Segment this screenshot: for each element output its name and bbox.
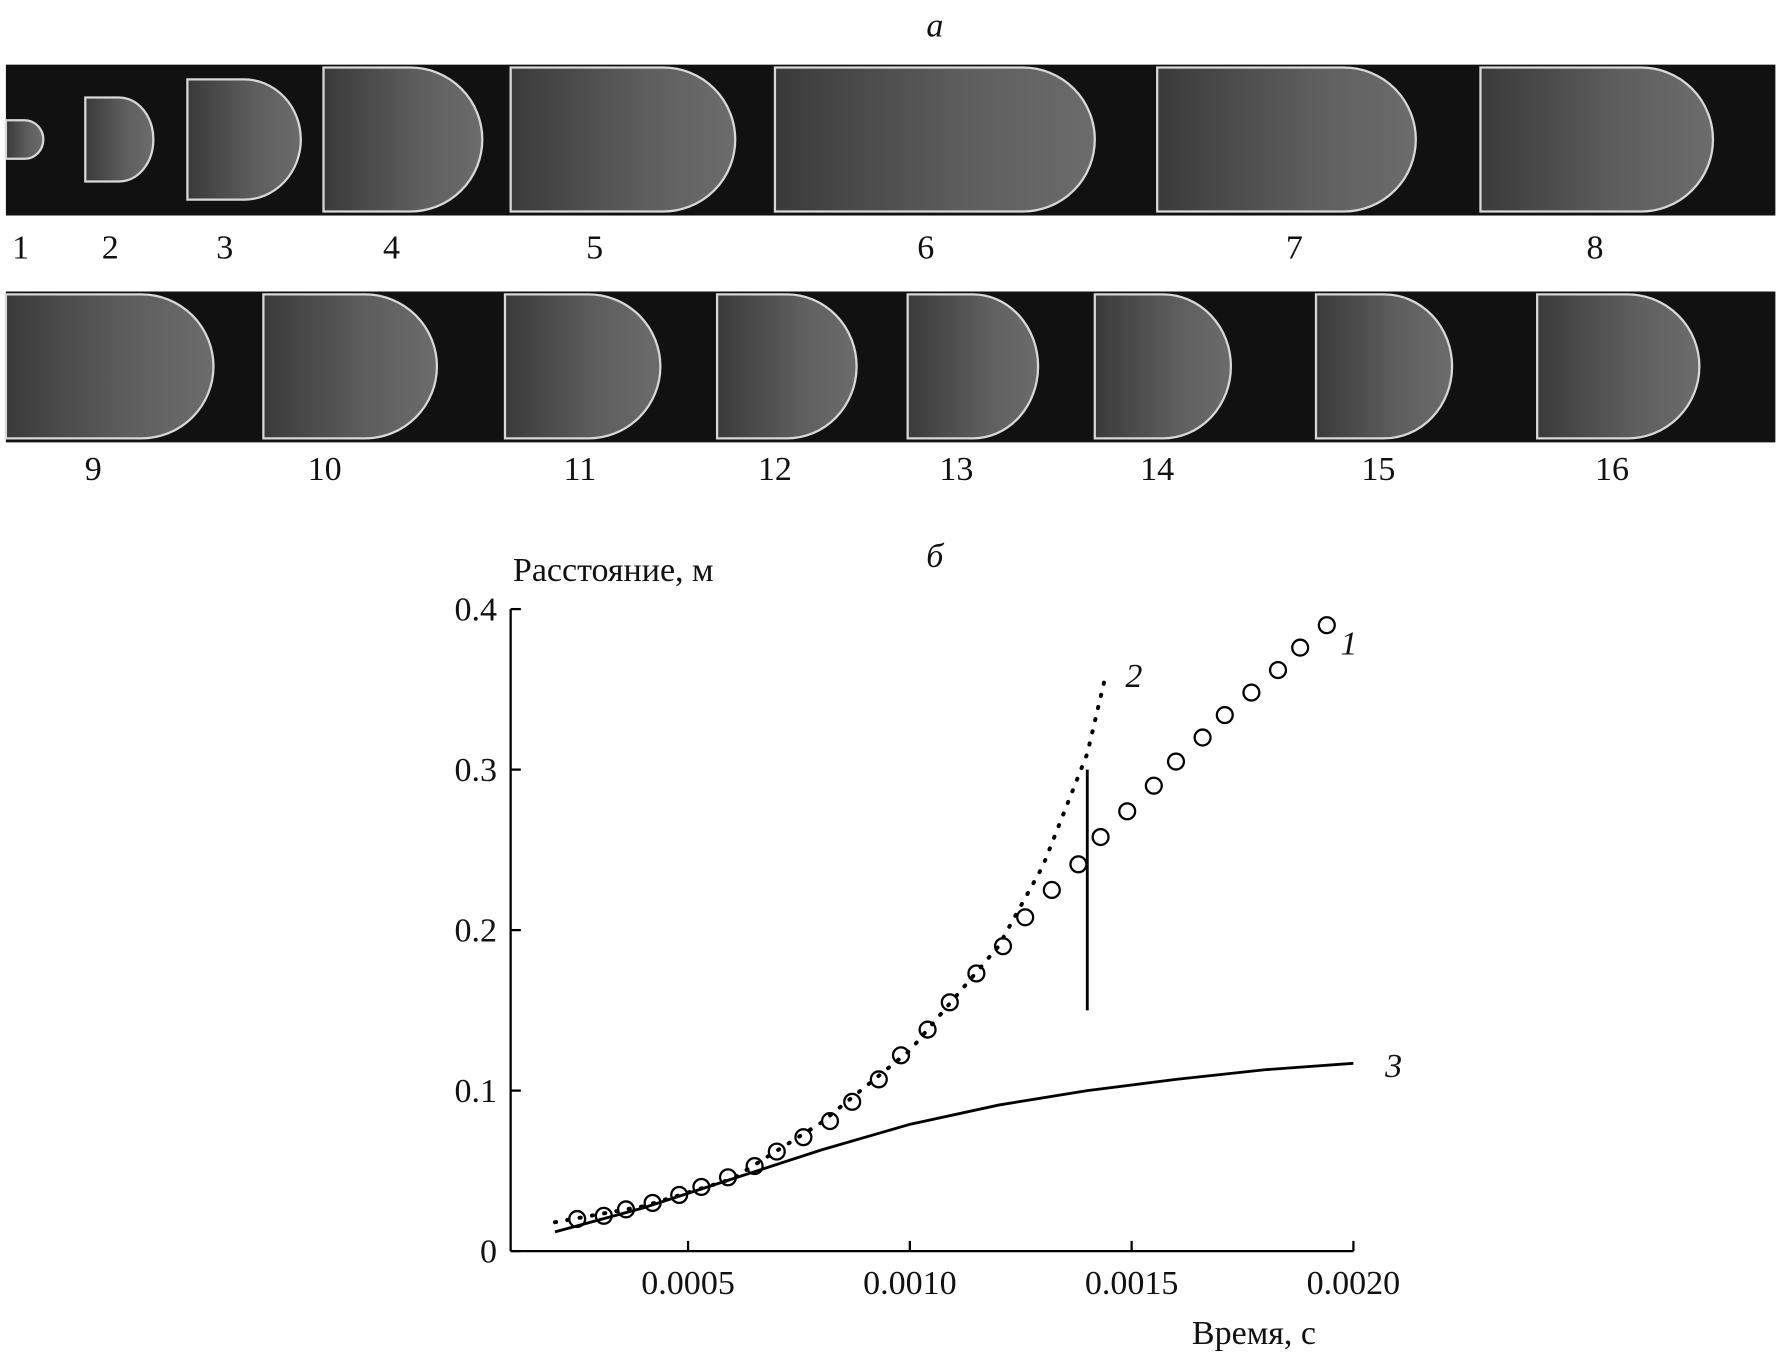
data-point bbox=[1268, 661, 1288, 680]
data-point bbox=[1144, 776, 1163, 795]
frame-number: 12 bbox=[758, 451, 792, 488]
data-point bbox=[843, 1092, 862, 1111]
frame-shape bbox=[906, 293, 1040, 440]
data-point bbox=[1166, 752, 1186, 771]
frame-number: 13 bbox=[939, 451, 973, 488]
frame-number: 7 bbox=[1286, 230, 1303, 267]
panel-label: б bbox=[926, 538, 945, 575]
frame-shape bbox=[503, 293, 662, 440]
y-tick-label: 0.4 bbox=[455, 591, 498, 628]
frame-shape bbox=[773, 66, 1096, 213]
frame-number: 9 bbox=[85, 451, 102, 488]
data-point bbox=[1069, 855, 1088, 874]
data-point bbox=[1242, 683, 1261, 702]
frame-number: 2 bbox=[102, 230, 119, 267]
data-point bbox=[869, 1070, 888, 1089]
frame-shape bbox=[1093, 293, 1233, 440]
frame-number: 10 bbox=[308, 451, 342, 488]
panel-label: а bbox=[926, 7, 943, 44]
y-axis-label: Расстояние, м bbox=[513, 552, 714, 589]
frame-shape bbox=[715, 293, 858, 440]
frame-shape bbox=[262, 293, 439, 440]
frame-shape bbox=[1156, 66, 1417, 213]
data-point bbox=[1317, 616, 1336, 635]
y-tick-label: 0.1 bbox=[455, 1073, 498, 1110]
frame-shape bbox=[186, 78, 302, 201]
frame-shape bbox=[84, 96, 155, 183]
data-point bbox=[794, 1128, 813, 1147]
frame-number: 11 bbox=[563, 451, 596, 488]
frame-number: 15 bbox=[1361, 451, 1395, 488]
x-tick-label: 0.0005 bbox=[641, 1265, 735, 1302]
x-tick-label: 0.0020 bbox=[1307, 1265, 1401, 1302]
x-axis-label: Время, с bbox=[1192, 1315, 1316, 1352]
data-point bbox=[767, 1142, 786, 1161]
data-point bbox=[1215, 705, 1234, 725]
frame-number: 3 bbox=[216, 230, 233, 267]
frame-shape bbox=[1479, 66, 1715, 213]
frame-number: 8 bbox=[1587, 230, 1604, 267]
y-tick-label: 0.2 bbox=[455, 912, 498, 949]
frame-shape bbox=[4, 293, 215, 440]
x-tick-label: 0.0015 bbox=[1085, 1265, 1179, 1302]
data-point bbox=[1118, 802, 1137, 821]
series-label: 3 bbox=[1384, 1048, 1402, 1085]
data-point bbox=[940, 993, 959, 1012]
series-line bbox=[554, 1061, 1354, 1234]
data-point bbox=[1091, 827, 1110, 847]
frame-number: 4 bbox=[383, 230, 400, 267]
data-point bbox=[1291, 638, 1310, 657]
y-tick-label: 0.3 bbox=[455, 752, 498, 789]
series-line bbox=[553, 676, 1108, 1225]
frame-number: 16 bbox=[1595, 451, 1629, 488]
frame-shape bbox=[1536, 293, 1701, 440]
data-point bbox=[891, 1046, 911, 1065]
series-label: 2 bbox=[1125, 658, 1142, 695]
chart: 0 0.1 0.2 0.3 0.4 0.0005 0.0010 0.0015 0.0020 Рас… bbox=[455, 552, 1403, 1352]
frames: 1 2 3 4 5 6 7 89 10 11 12 13 14 15 16 bbox=[4, 66, 1715, 488]
data-point bbox=[1193, 728, 1212, 747]
frame-number: 6 bbox=[917, 230, 934, 267]
y-tick-label: 0 bbox=[480, 1233, 497, 1270]
data-point bbox=[1042, 880, 1061, 900]
frame-number: 5 bbox=[586, 230, 603, 267]
frame-shape bbox=[4, 119, 45, 160]
frame-number: 1 bbox=[12, 230, 29, 267]
series-label: 1 bbox=[1340, 626, 1357, 663]
frame-shape bbox=[1314, 293, 1454, 440]
data-point bbox=[1016, 908, 1035, 927]
frame-number: 14 bbox=[1140, 451, 1174, 488]
frame-shape bbox=[509, 66, 737, 213]
x-tick-label: 0.0010 bbox=[863, 1265, 957, 1302]
frame-shape bbox=[322, 66, 484, 213]
